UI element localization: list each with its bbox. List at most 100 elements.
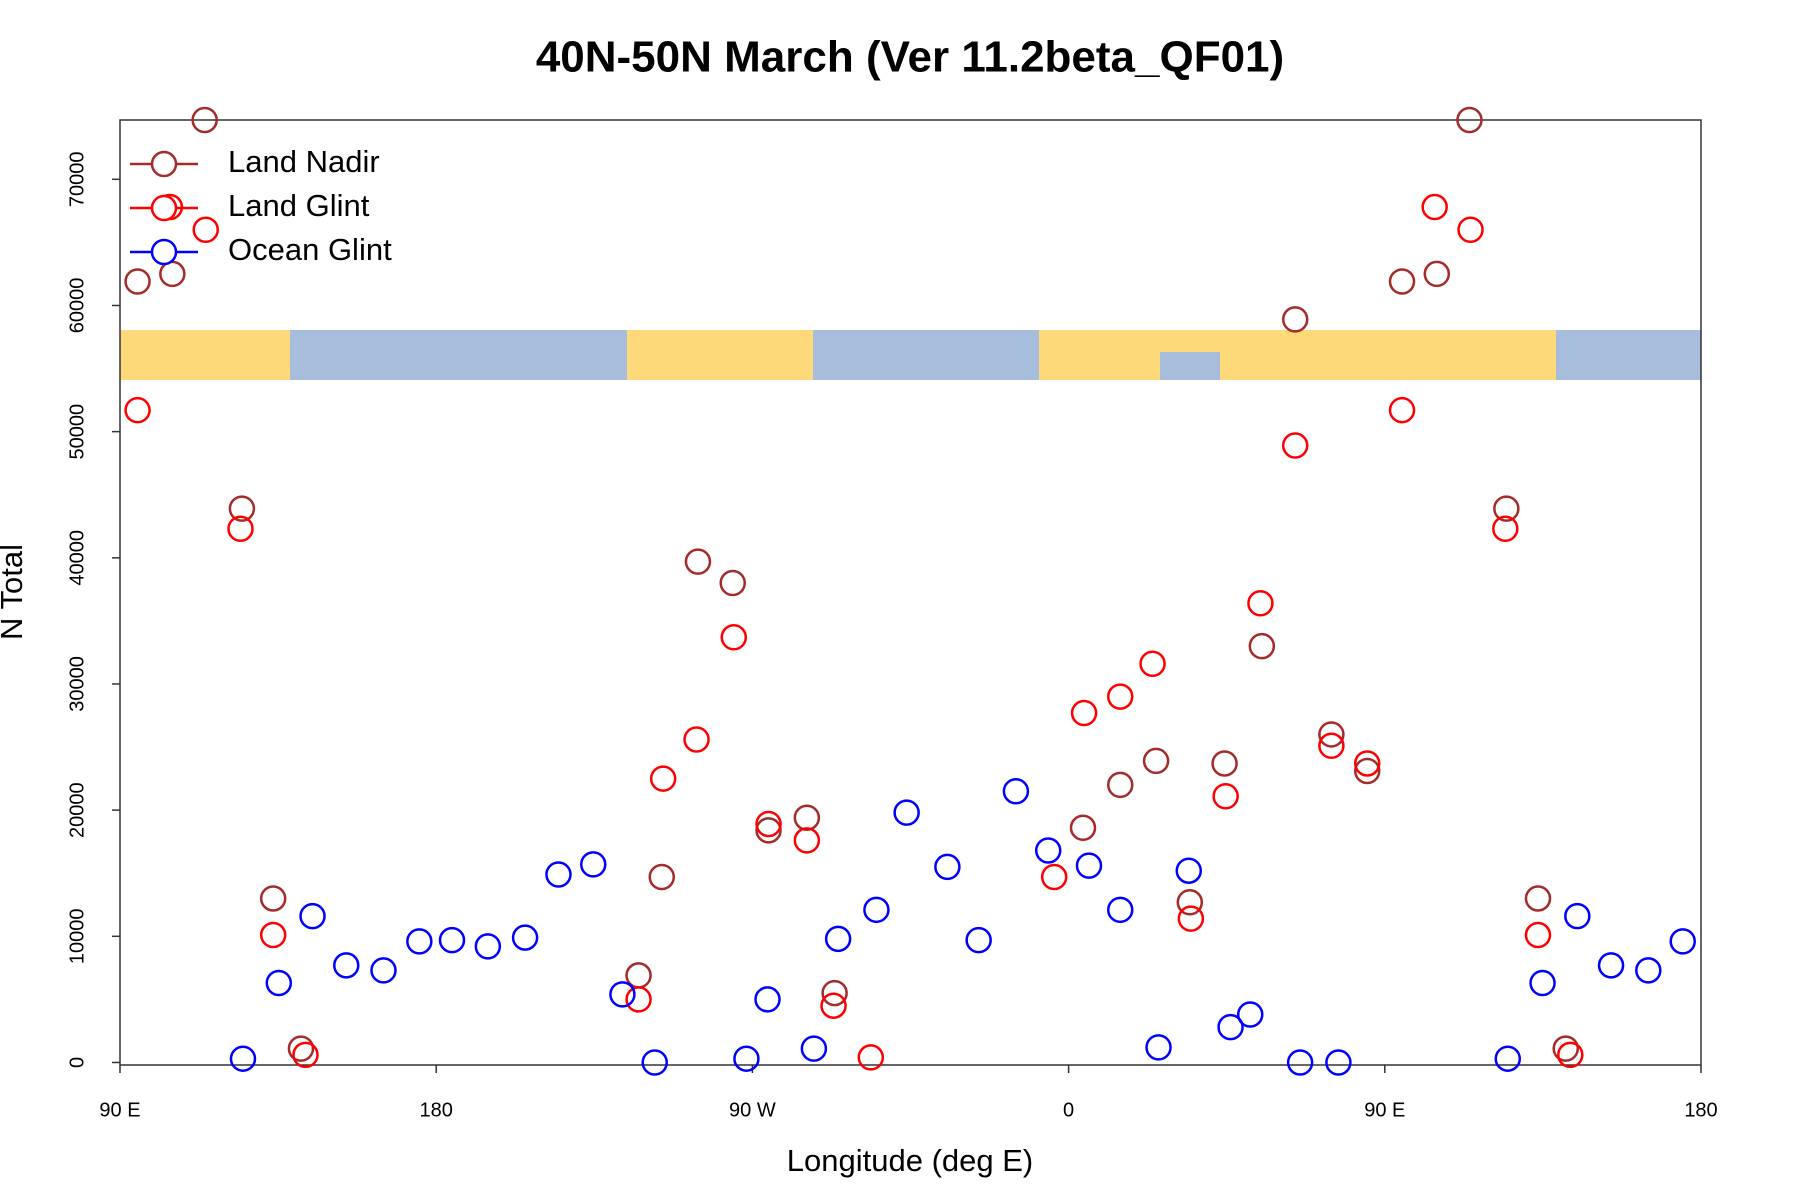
point bbox=[625, 986, 652, 1013]
point bbox=[474, 933, 502, 960]
y-tick-label: 60000 bbox=[66, 278, 88, 334]
point bbox=[1423, 260, 1451, 288]
point bbox=[265, 969, 293, 997]
point bbox=[719, 569, 746, 597]
point bbox=[824, 925, 852, 953]
legend-marker bbox=[150, 150, 178, 178]
point bbox=[1002, 777, 1030, 805]
point bbox=[1353, 757, 1381, 785]
point bbox=[1325, 1049, 1352, 1076]
legend-label: Ocean Glint bbox=[228, 232, 392, 267]
point bbox=[1524, 885, 1552, 912]
point bbox=[1175, 857, 1203, 884]
point bbox=[1281, 432, 1309, 459]
point bbox=[820, 992, 847, 1019]
point bbox=[965, 926, 992, 954]
legend-marker bbox=[150, 238, 178, 266]
point bbox=[1529, 969, 1556, 997]
x-tick-label: 0 bbox=[1063, 1099, 1074, 1121]
y-axis-label: N Total bbox=[0, 544, 29, 640]
point bbox=[648, 863, 676, 891]
legend-label: Land Glint bbox=[228, 188, 370, 223]
point bbox=[1552, 1035, 1579, 1062]
point bbox=[1353, 750, 1381, 777]
point bbox=[406, 928, 433, 955]
point bbox=[229, 1045, 257, 1072]
y-tick-label: 20000 bbox=[66, 782, 88, 838]
point bbox=[1139, 650, 1166, 678]
y-tick-label: 70000 bbox=[66, 151, 88, 207]
point bbox=[545, 861, 572, 888]
map-strip bbox=[120, 330, 1701, 380]
point bbox=[1217, 1013, 1244, 1041]
point bbox=[259, 885, 287, 912]
point bbox=[1281, 306, 1309, 333]
point bbox=[579, 851, 607, 878]
x-tick-label: 90 E bbox=[1364, 1099, 1405, 1121]
point bbox=[684, 548, 712, 575]
point bbox=[287, 1035, 315, 1062]
point bbox=[227, 515, 254, 543]
map-land bbox=[1039, 330, 1556, 380]
point bbox=[793, 827, 821, 854]
legend-label: Land Nadir bbox=[228, 144, 380, 179]
point bbox=[755, 817, 782, 844]
point bbox=[292, 1041, 319, 1069]
point bbox=[1106, 683, 1134, 710]
map-land bbox=[627, 330, 813, 380]
point bbox=[511, 924, 539, 951]
chart-title: 40N-50N March (Ver 11.2beta_QF01) bbox=[536, 33, 1284, 82]
point bbox=[1211, 750, 1238, 777]
point bbox=[1492, 515, 1519, 543]
point bbox=[754, 986, 781, 1013]
point bbox=[124, 396, 151, 424]
point bbox=[333, 952, 360, 979]
point bbox=[1106, 771, 1134, 799]
point bbox=[1557, 1041, 1584, 1069]
point bbox=[192, 216, 219, 244]
point bbox=[1142, 747, 1170, 775]
map-land bbox=[120, 330, 290, 380]
point bbox=[1318, 721, 1345, 748]
point bbox=[1106, 896, 1134, 924]
point bbox=[159, 260, 186, 288]
point bbox=[191, 106, 218, 134]
point bbox=[755, 810, 782, 838]
point bbox=[1524, 921, 1552, 949]
point bbox=[438, 926, 466, 954]
point bbox=[683, 726, 710, 753]
point bbox=[1318, 732, 1345, 760]
point bbox=[1635, 957, 1662, 984]
point bbox=[1493, 495, 1520, 522]
point bbox=[641, 1049, 668, 1076]
point bbox=[1248, 632, 1276, 660]
point bbox=[1669, 928, 1696, 955]
point bbox=[934, 853, 961, 881]
point bbox=[893, 799, 920, 826]
point bbox=[1494, 1045, 1522, 1072]
x-tick-label: 90 E bbox=[99, 1099, 140, 1121]
x-tick-label: 180 bbox=[420, 1099, 453, 1121]
point bbox=[863, 896, 890, 924]
point bbox=[1564, 902, 1591, 930]
x-axis-label: Longitude (deg E) bbox=[787, 1143, 1033, 1178]
point bbox=[733, 1045, 760, 1072]
x-tick-label: 90 W bbox=[729, 1099, 776, 1121]
y-tick-label: 30000 bbox=[66, 656, 88, 712]
point bbox=[649, 765, 677, 792]
point bbox=[1177, 905, 1205, 932]
point bbox=[857, 1044, 885, 1071]
point bbox=[1069, 814, 1097, 842]
point bbox=[1247, 589, 1274, 617]
point bbox=[1388, 268, 1416, 295]
map-sea bbox=[1160, 352, 1220, 380]
point bbox=[1286, 1049, 1314, 1076]
point bbox=[1421, 193, 1448, 221]
point bbox=[609, 981, 636, 1008]
point bbox=[1070, 699, 1098, 727]
point bbox=[1456, 106, 1483, 134]
point bbox=[370, 957, 397, 984]
point bbox=[800, 1035, 828, 1062]
legend-marker bbox=[150, 194, 178, 222]
